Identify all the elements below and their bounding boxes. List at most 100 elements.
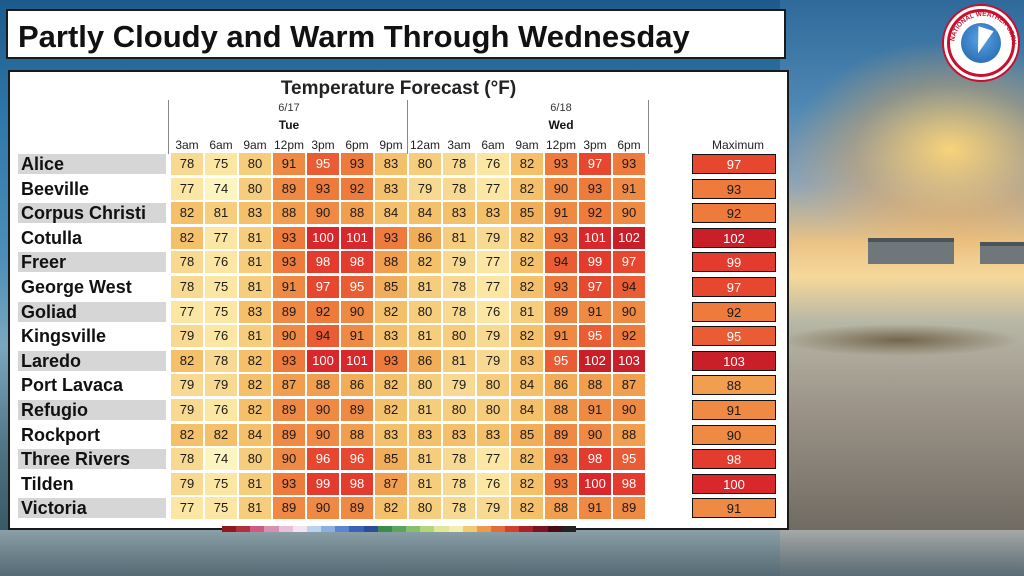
heatmap-cell: 81 <box>409 276 441 298</box>
color-scale-swatch <box>462 526 477 532</box>
heatmap-cell: 90 <box>613 202 645 225</box>
maximum-header: Maximum <box>711 138 764 152</box>
heatmap-cell: 92 <box>307 300 339 323</box>
heatmap-cell: 98 <box>613 472 645 495</box>
heatmap-cell: 93 <box>375 226 407 249</box>
heatmap-cell: 84 <box>375 202 407 225</box>
heatmap-cell: 90 <box>273 325 305 348</box>
heatmap-cell: 88 <box>579 374 611 397</box>
hour-label: 12pm <box>545 138 577 152</box>
heatmap-cell: 90 <box>613 300 645 323</box>
heatmap-cell: 93 <box>545 448 577 471</box>
heatmap-cell: 79 <box>443 251 475 274</box>
color-scale-swatch <box>278 526 293 532</box>
forecast-panel: Temperature Forecast (°F) 6/17 Tue 6/18 Wed… <box>8 70 789 532</box>
heatmap-cell: 92 <box>579 202 611 225</box>
station-label: Goliad <box>18 301 166 322</box>
hour-label: 3pm <box>311 138 335 152</box>
heatmap-cell: 91 <box>579 497 611 520</box>
heatmap-cell: 83 <box>409 423 441 446</box>
station-label: Victoria <box>18 498 166 519</box>
heatmap-cell: 94 <box>613 276 645 298</box>
heatmap-cell: 90 <box>307 497 339 520</box>
heatmap-cell: 93 <box>273 251 305 274</box>
hour-label: 12pm <box>273 138 305 152</box>
heatmap-cell: 88 <box>341 202 373 225</box>
heatmap-cell: 91 <box>579 300 611 323</box>
chart-title: Temperature Forecast (°F) <box>280 78 517 99</box>
heatmap-cell: 78 <box>443 177 475 200</box>
heatmap-cell: 80 <box>409 374 441 397</box>
heatmap-cell: 79 <box>171 325 203 348</box>
heatmap-cell: 91 <box>341 325 373 348</box>
maximum-cell: 88 <box>692 375 776 396</box>
color-scale-swatch <box>335 526 350 532</box>
heatmap-cell: 90 <box>307 399 339 421</box>
color-scale-swatch <box>561 526 576 532</box>
heatmap-cell: 82 <box>171 423 203 446</box>
heatmap-cell: 88 <box>341 423 373 446</box>
heatmap-cell: 89 <box>273 300 305 323</box>
background-house <box>868 238 954 264</box>
heatmap-cell: 83 <box>443 202 475 225</box>
color-scale-swatch <box>547 526 562 532</box>
heatmap-cell: 77 <box>477 177 509 200</box>
title-banner: Partly Cloudy and Warm Through Wednesday <box>6 9 786 59</box>
color-scale-swatch <box>533 526 548 532</box>
heatmap-cell: 83 <box>375 325 407 348</box>
heatmap-cell: 82 <box>239 374 271 397</box>
heatmap-cell: 75 <box>205 472 237 495</box>
heatmap-cell: 85 <box>511 202 543 225</box>
heatmap-cell: 78 <box>443 497 475 520</box>
heatmap-cell: 82 <box>511 251 543 274</box>
hour-label: 6am <box>481 138 505 152</box>
heatmap-cell: 90 <box>613 399 645 421</box>
heatmap-cell: 82 <box>375 497 407 520</box>
color-scale-swatch <box>434 526 449 532</box>
heatmap-cell: 83 <box>239 202 271 225</box>
maximum-cell: 91 <box>692 498 776 519</box>
heatmap-cell: 103 <box>613 349 645 372</box>
background-surf <box>0 530 1024 576</box>
color-scale-swatch <box>264 526 279 532</box>
station-label: Corpus Christi <box>18 203 166 224</box>
heatmap-cell: 76 <box>477 153 509 175</box>
color-scale-swatch <box>406 526 421 532</box>
heatmap-cell: 87 <box>613 374 645 397</box>
heatmap-cell: 78 <box>171 448 203 471</box>
heatmap-cell: 82 <box>205 423 237 446</box>
color-scale-swatch <box>420 526 435 532</box>
heatmap-cell: 81 <box>409 472 441 495</box>
heatmap-cell: 84 <box>511 374 543 397</box>
heatmap-cell: 95 <box>341 276 373 298</box>
heatmap-cell: 91 <box>273 153 305 175</box>
maximum-cell: 97 <box>692 154 776 174</box>
heatmap-cell: 88 <box>273 202 305 225</box>
heatmap-cell: 78 <box>171 153 203 175</box>
heatmap-cell: 79 <box>477 349 509 372</box>
heatmap-cell: 76 <box>477 472 509 495</box>
hour-label: 9pm <box>379 138 403 152</box>
heatmap-cell: 80 <box>239 177 271 200</box>
maximum-cell: 91 <box>692 400 776 420</box>
heatmap-cell: 77 <box>171 497 203 520</box>
heatmap-cell: 75 <box>205 153 237 175</box>
heatmap-cell: 91 <box>579 399 611 421</box>
heatmap-cell: 80 <box>477 399 509 421</box>
hour-label: 12am <box>409 138 441 152</box>
heatmap-cell: 87 <box>375 472 407 495</box>
heatmap-cell: 82 <box>511 276 543 298</box>
heatmap-cell: 76 <box>477 300 509 323</box>
heatmap-cell: 90 <box>307 423 339 446</box>
heatmap-cell: 82 <box>511 177 543 200</box>
heatmap-cell: 87 <box>273 374 305 397</box>
date-label: 6/18 <box>550 102 572 114</box>
heatmap-cell: 102 <box>613 226 645 249</box>
maximum-cell: 102 <box>692 227 776 248</box>
station-label: Alice <box>18 154 166 174</box>
heatmap-cell: 76 <box>205 399 237 421</box>
station-label: Three Rivers <box>18 449 166 470</box>
hour-label: 3am <box>447 138 471 152</box>
heatmap-cell: 85 <box>375 448 407 471</box>
color-scale-swatch <box>236 526 251 532</box>
